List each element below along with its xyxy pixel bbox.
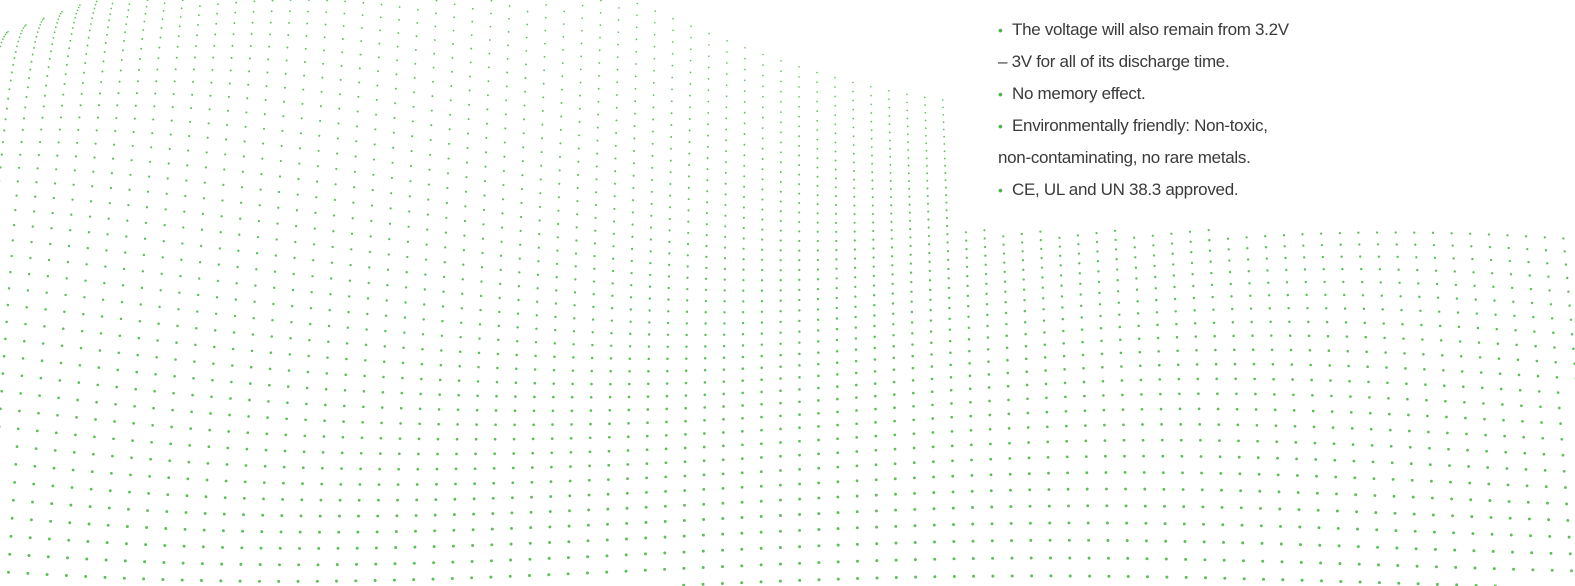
wave-dots xyxy=(2,354,1575,399)
feature-text: – 3V for all of its discharge time. xyxy=(998,52,1230,71)
feature-text: The voltage will also remain from 3.2V xyxy=(1012,20,1289,39)
wave-dots xyxy=(6,303,1574,361)
wave-dots xyxy=(0,180,1210,272)
wave-dots xyxy=(3,128,949,233)
feature-text: non-contaminating, no rare metals. xyxy=(998,148,1251,167)
wave-dots xyxy=(14,21,946,160)
wave-dots xyxy=(11,239,1569,314)
bullet: • xyxy=(998,182,1003,198)
feature-item: • Environmentally friendly: Non-toxic, non… xyxy=(998,110,1289,174)
wave-dots xyxy=(0,166,1117,262)
feature-text: Environmentally friendly: Non-toxic, xyxy=(1012,116,1268,135)
wave-dots xyxy=(5,0,944,109)
wave-dots xyxy=(1,0,945,131)
wave-dots xyxy=(13,33,947,167)
wave-dots xyxy=(4,3,945,116)
bullet: • xyxy=(998,118,1003,134)
wave-dots xyxy=(0,389,1561,427)
bullet: • xyxy=(998,86,1003,102)
wave-dots xyxy=(7,92,948,207)
wave-dots xyxy=(14,208,1566,292)
wave-dots xyxy=(10,504,1570,534)
wave-dots xyxy=(10,56,947,183)
wave-dots xyxy=(14,454,1566,486)
wave-dots xyxy=(15,438,1565,471)
wave-dots xyxy=(682,574,1497,586)
wave-dots xyxy=(12,223,1568,303)
wave-dots xyxy=(16,10,946,153)
wave-dots xyxy=(12,44,947,175)
feature-text: No memory effect. xyxy=(1012,84,1146,103)
wave-dots xyxy=(5,320,1575,373)
feature-text: CE, UL and UN 38.3 approved. xyxy=(1012,180,1239,199)
wave-dots xyxy=(10,254,1570,325)
wave-dots xyxy=(0,423,1564,456)
wave-dots xyxy=(3,2,945,124)
wave-dots xyxy=(4,337,1575,386)
wave-dots xyxy=(1,140,986,243)
wave-dots xyxy=(5,104,948,216)
wave-dots xyxy=(13,470,1567,502)
bullet: • xyxy=(998,22,1003,38)
feature-item: • The voltage will also remain from 3.2V –… xyxy=(998,14,1289,78)
wave-dots xyxy=(4,116,948,224)
wave-dots xyxy=(0,153,1042,252)
feature-list: • The voltage will also remain from 3.2V –… xyxy=(998,14,1289,206)
wave-dots xyxy=(8,538,1572,567)
wave-dots xyxy=(8,80,948,199)
feature-item: • No memory effect. xyxy=(998,78,1289,110)
wave-dots xyxy=(9,68,947,190)
wave-dots xyxy=(7,287,1573,349)
wave-dots xyxy=(9,270,1571,337)
wave-dots xyxy=(7,2,944,101)
wave-dots xyxy=(1,372,1560,413)
wave-dots xyxy=(15,194,1565,282)
wave-dots xyxy=(7,556,1573,583)
wave-dots xyxy=(0,407,1562,441)
wave-dots xyxy=(0,0,945,138)
wave-dots xyxy=(0,0,946,145)
feature-item: • CE, UL and UN 38.3 approved. xyxy=(998,174,1289,206)
wave-dots xyxy=(11,487,1569,518)
wave-dots xyxy=(9,521,1571,550)
